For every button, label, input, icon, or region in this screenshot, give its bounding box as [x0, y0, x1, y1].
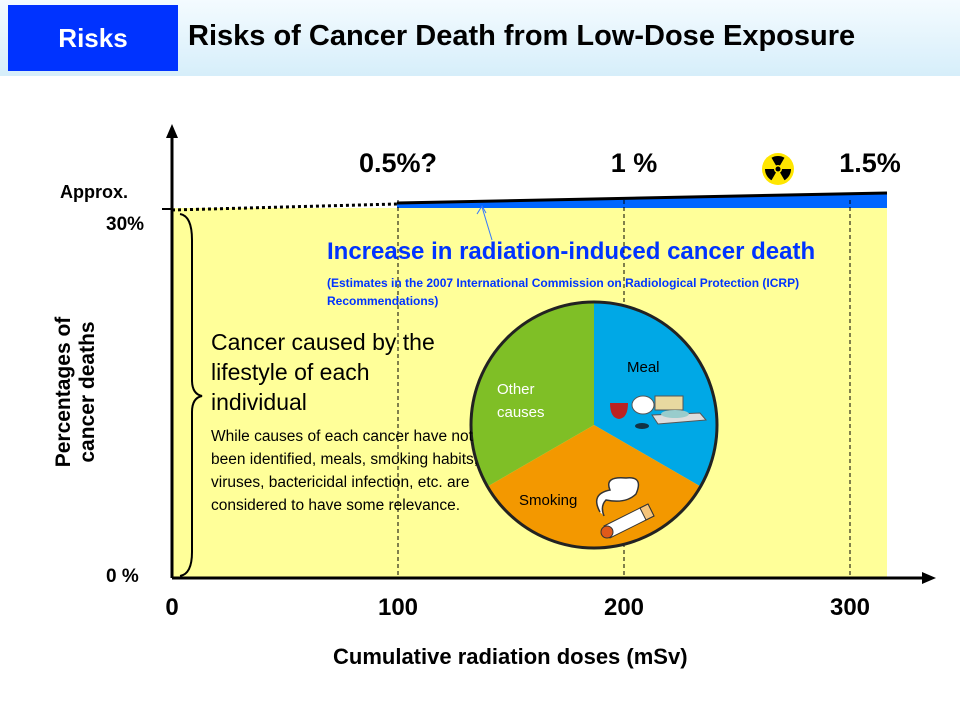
meal-icon	[610, 395, 708, 429]
pie-label-other: Other causes	[497, 381, 545, 421]
pie-label-meal: Meal	[627, 359, 660, 376]
page-title: Risks of Cancer Death from Low-Dose Expo…	[188, 20, 856, 52]
pie-slice	[594, 302, 717, 487]
x-axis-label: Cumulative radiation doses (mSv)	[333, 644, 688, 669]
y-tick-prefix: Approx.	[60, 182, 129, 202]
x-tick-label: 100	[377, 594, 419, 621]
pie-slice	[471, 302, 594, 487]
radiation-trefoil-icon	[762, 153, 794, 185]
x-axis-arrow	[922, 572, 936, 584]
section-tag: Risks	[8, 5, 178, 71]
y-tick-30: 30%	[106, 214, 145, 235]
band-label: Increase in radiation-induced cancer dea…	[327, 238, 816, 265]
cigarette-icon	[595, 477, 655, 539]
brace	[179, 213, 203, 577]
increase-annotation: 1.5%	[839, 148, 901, 178]
y-tick-0: 0 %	[106, 566, 139, 587]
x-tick-label: 200	[603, 594, 645, 621]
y-axis-arrow	[166, 124, 178, 138]
x-tick-label: 300	[829, 594, 871, 621]
pointer-arrowhead	[476, 205, 487, 215]
lifestyle-heading: Cancer caused by the lifestyle of each i…	[211, 329, 435, 415]
pie-label-smoking: Smoking	[519, 492, 578, 509]
y-axis-label: Percentages of cancer deaths	[52, 316, 99, 468]
lifestyle-text: While causes of each cancer have not bee…	[211, 428, 479, 514]
dotted-extrapolation	[171, 202, 398, 212]
pointer-arrow	[481, 206, 493, 241]
cause-pie	[469, 300, 719, 550]
band-note: (Estimates in the 2007 International Com…	[327, 276, 800, 308]
increase-annotation: 1 %	[610, 148, 658, 178]
increase-annotation: 0.5%?	[358, 148, 438, 178]
band-top-line	[396, 191, 888, 205]
x-tick-label: 0	[165, 594, 179, 621]
